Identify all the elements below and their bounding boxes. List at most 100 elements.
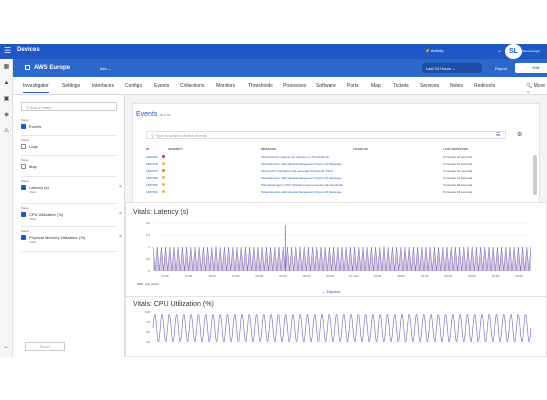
panel-checkbox[interactable]: [21, 185, 26, 190]
event-message[interactable]: Virtual Events: Alarmdevicechangeevent-S…: [261, 176, 344, 180]
event-search-input[interactable]: ⚲ Type to search device events: [146, 131, 506, 139]
event-id[interactable]: 1487478: [146, 162, 158, 166]
search-icon: ⚲: [151, 133, 154, 138]
divider: [21, 226, 117, 227]
tab-thresholds[interactable]: Thresholds: [248, 83, 273, 89]
panel-item-events[interactable]: Panel Events: [21, 118, 41, 129]
time-range-value: Last 24 Hours: [426, 66, 451, 71]
tab-redirects[interactable]: Redirects: [474, 83, 496, 89]
gear-icon[interactable]: ⚙: [517, 132, 523, 138]
panel-list: ⚲ Add a metric Panel Events Panel Logs P…: [13, 95, 125, 357]
col-message[interactable]: MESSAGE: [261, 147, 277, 151]
event-last-detected: 3 minutes 21 seconds: [443, 162, 473, 166]
event-row[interactable]: 1487490 Critical Virtual Device Latency fo…: [146, 155, 531, 161]
latency-expand-button[interactable]: ⌄ Expand: [322, 289, 341, 294]
events-card: Events 18 of 18 ⚲ Type to search device …: [132, 103, 540, 210]
tab-collections[interactable]: Collections: [180, 83, 205, 89]
chevron-down-icon[interactable]: ⌄: [497, 48, 503, 54]
x-tick-label: 21:00: [232, 274, 240, 278]
tab-configs[interactable]: Configs: [125, 83, 142, 89]
expand-label: Expand: [326, 289, 341, 294]
list-view-icon[interactable]: ☰: [496, 132, 501, 138]
event-row[interactable]: 1487463 Minor Virtual Events: Alarmdevicec…: [146, 190, 531, 196]
tab-investigator[interactable]: Investigator: [23, 83, 49, 93]
latency-card: Vitals: Latency (s) 0 0.5 1 1.5 2.0 12:00 15:0…: [125, 202, 547, 297]
event-id[interactable]: 1487469: [146, 176, 158, 180]
tab-software[interactable]: Software: [316, 83, 336, 89]
event-row[interactable]: 1487478 Minor Virtual Events: Alarmdevicec…: [146, 162, 531, 168]
panel-kind: Panel: [21, 179, 29, 183]
metric-search-input[interactable]: ⚲ Add a metric: [21, 102, 117, 111]
grid-icon[interactable]: ▦: [3, 64, 10, 70]
event-last-detected: 4 minutes 14 seconds: [443, 176, 473, 180]
y-tick-label: 50: [147, 330, 151, 334]
collapse-arrow-icon[interactable]: ←: [3, 344, 10, 350]
event-row[interactable]: 1487476 Major Virtual CPU Utilization has …: [146, 169, 531, 175]
tab-events[interactable]: Events: [154, 83, 170, 89]
panel-label: Logs: [29, 144, 38, 149]
events-scrollbar[interactable]: [533, 155, 537, 195]
events-header-row: ID SEVERITY MESSAGE TICKET ID LAST DETEC…: [146, 147, 531, 153]
divider: [21, 203, 117, 204]
reset-button[interactable]: Reset: [25, 342, 65, 351]
activity-button[interactable]: ⚡ Activity: [425, 48, 444, 53]
more-tabs-button[interactable]: 🔍 More ⌄: [526, 83, 546, 95]
event-row[interactable]: 1487465 Minor Scheduled agent CPU Utilizat…: [146, 183, 531, 189]
alert-icon[interactable]: ⚠: [3, 128, 10, 134]
layers-icon[interactable]: ◈: [4, 112, 9, 118]
panel-checkbox[interactable]: [21, 164, 26, 169]
event-id[interactable]: 1487463: [146, 190, 158, 194]
edit-button[interactable]: Edit: [515, 63, 547, 73]
device-nav-icon[interactable]: ▣: [3, 96, 10, 102]
panel-kind: Panel: [21, 229, 29, 233]
event-id[interactable]: 1487476: [146, 169, 158, 173]
y-tick-label: 1: [148, 245, 150, 249]
panel-item-map[interactable]: Panel Map: [21, 158, 37, 169]
panel-item-memory[interactable]: Panel Physical Memory Utilization (%) Vi…: [21, 229, 122, 244]
panel-checkbox[interactable]: [21, 212, 26, 217]
left-nav-rail: ▦ ▲ ▣ ◈ ⚠ ←: [0, 59, 13, 357]
col-last-detected[interactable]: LAST DETECTED: [443, 147, 468, 151]
event-id[interactable]: 1487465: [146, 183, 158, 187]
org-icon[interactable]: ▲: [3, 80, 10, 86]
time-range-select[interactable]: Last 24 Hours ⌄: [422, 63, 482, 73]
panel-checkbox[interactable]: [21, 235, 26, 240]
tab-ports[interactable]: Ports: [347, 83, 359, 89]
event-message[interactable]: Virtual Events: Alarmdevicechangeevent-S…: [261, 190, 344, 194]
menu-icon[interactable]: ☰: [4, 46, 12, 55]
panel-item-latency[interactable]: Panel Latency (s) Vitals ×: [21, 179, 122, 194]
investigator-main: Events 18 of 18 ⚲ Type to search device …: [125, 95, 547, 357]
panel-checkbox[interactable]: [21, 144, 26, 149]
tab-monitors[interactable]: Monitors: [216, 83, 236, 89]
event-message[interactable]: Virtual CPU Utilization has exceeded Thr…: [261, 169, 337, 173]
tab-tickets[interactable]: Tickets: [393, 83, 409, 89]
event-id[interactable]: 1487490: [146, 155, 158, 159]
report-button[interactable]: Report: [495, 66, 508, 71]
panel-item-logs[interactable]: Panel Logs: [21, 138, 38, 149]
tab-map[interactable]: Map: [371, 83, 381, 89]
remove-icon[interactable]: ×: [119, 184, 122, 190]
col-id[interactable]: ID: [146, 147, 149, 151]
tab-processes[interactable]: Processes: [283, 83, 307, 89]
remove-icon[interactable]: ×: [119, 211, 122, 217]
panel-checkbox[interactable]: [21, 124, 26, 129]
event-message[interactable]: Scheduled agent CPU Utilization has exce…: [261, 183, 345, 187]
x-tick-label: 21:00: [421, 274, 429, 278]
event-message[interactable]: Virtual Events: Alarmdevicechangeevent-S…: [261, 162, 344, 166]
tab-settings[interactable]: Settings: [62, 83, 81, 89]
event-row[interactable]: 1487469 Minor Virtual Events: Alarmdevicec…: [146, 176, 531, 182]
col-ticket[interactable]: TICKET ID: [353, 147, 368, 151]
x-tick-label: 03:00: [279, 274, 287, 278]
tab-services[interactable]: Services: [420, 83, 440, 89]
panel-item-cpu[interactable]: Panel CPU Utilization (%) Vitals ×: [21, 206, 122, 221]
tab-interfaces[interactable]: Interfaces: [92, 83, 114, 89]
col-severity[interactable]: SEVERITY: [168, 147, 183, 151]
tab-notes[interactable]: Notes: [450, 83, 464, 89]
event-last-detected: 5 minutes 23 seconds: [443, 190, 473, 194]
info-dropdown[interactable]: Info ⌄: [100, 66, 112, 71]
remove-icon[interactable]: ×: [119, 234, 122, 240]
top-whitespace: [0, 0, 547, 44]
y-tick-label: 0: [148, 269, 150, 273]
event-message[interactable]: Virtual Device Latency for Latency on Th…: [261, 155, 332, 159]
event-last-detected: 4 minutes 46 seconds: [443, 183, 473, 187]
